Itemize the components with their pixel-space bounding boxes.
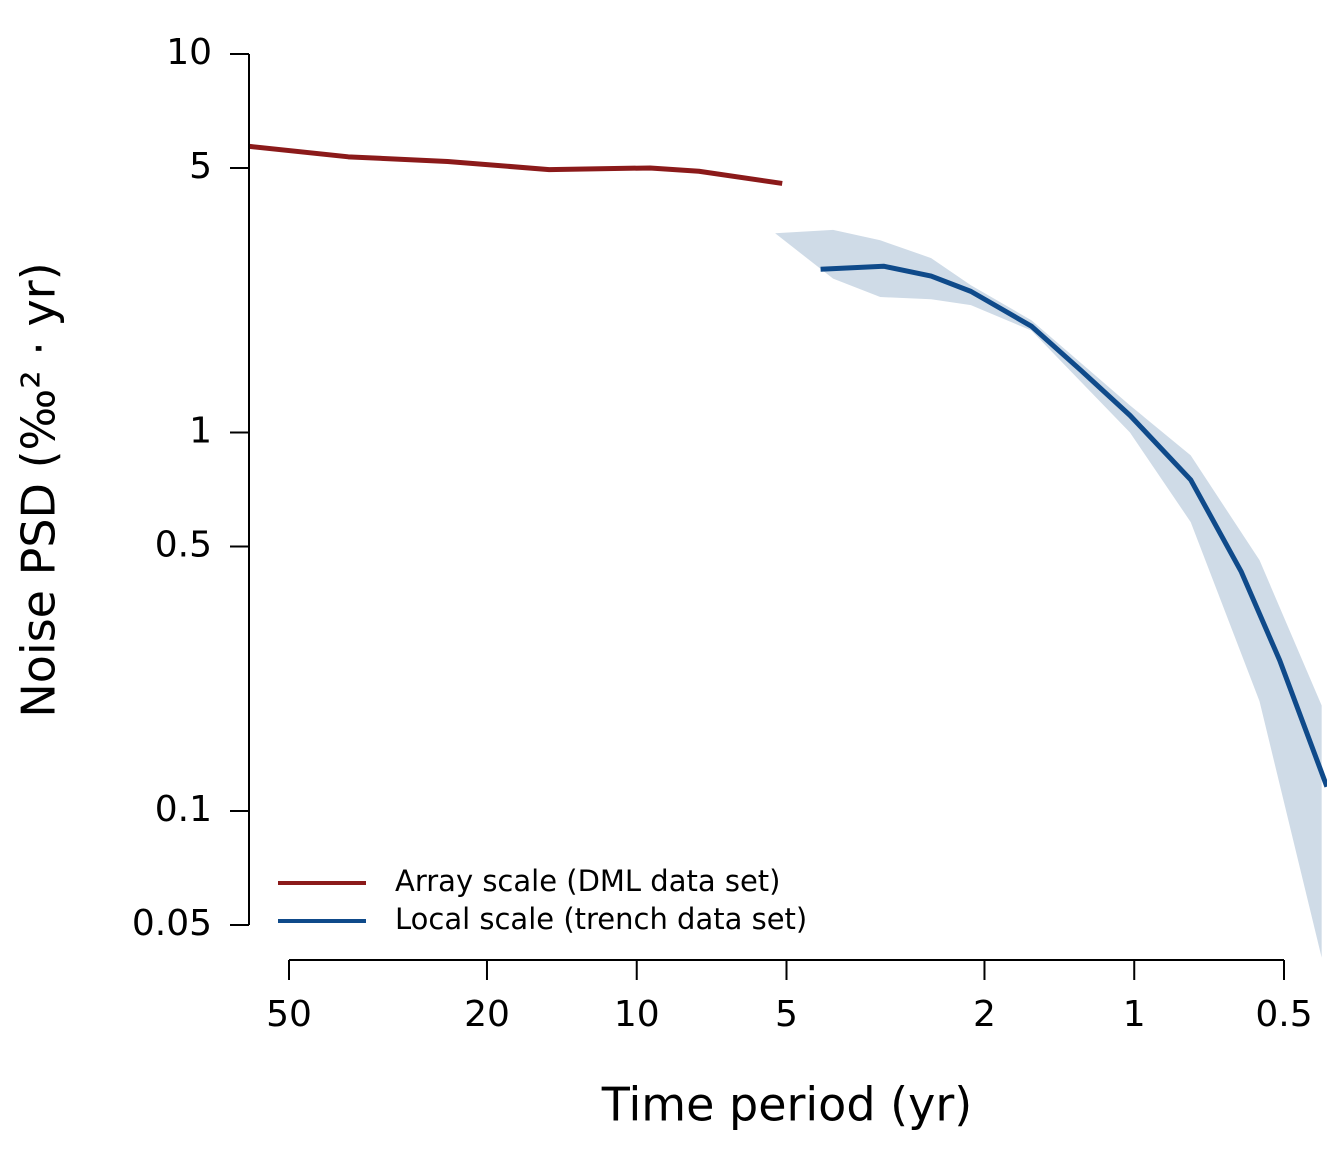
y-tick-label: 0.5 [155, 524, 212, 565]
x-tick-label: 5 [775, 994, 798, 1035]
x-tick-label: 10 [614, 994, 660, 1035]
x-tick-label: 1 [1123, 994, 1146, 1035]
x-axis-title: Time period (yr) [601, 1078, 972, 1132]
y-tick-label: 1 [189, 411, 212, 452]
line [820, 263, 1327, 788]
legend-label: Local scale (trench data set) [395, 902, 807, 936]
y-axis-title: Noise PSD (‰² · yr) [12, 262, 66, 717]
y-tick-label: 5 [189, 146, 212, 187]
y-tick-label: 0.1 [155, 789, 212, 830]
x-tick-label: 20 [464, 994, 510, 1035]
x-tick-label: 50 [266, 994, 312, 1035]
legend-label: Array scale (DML data set) [395, 864, 780, 898]
x-tick-label: 0.5 [1255, 994, 1312, 1035]
y-tick-label: 10 [166, 32, 212, 73]
line [249, 143, 783, 186]
x-tick-label: 2 [973, 994, 996, 1035]
y-tick-label: 0.05 [132, 903, 212, 944]
plot-area [249, 143, 1327, 958]
